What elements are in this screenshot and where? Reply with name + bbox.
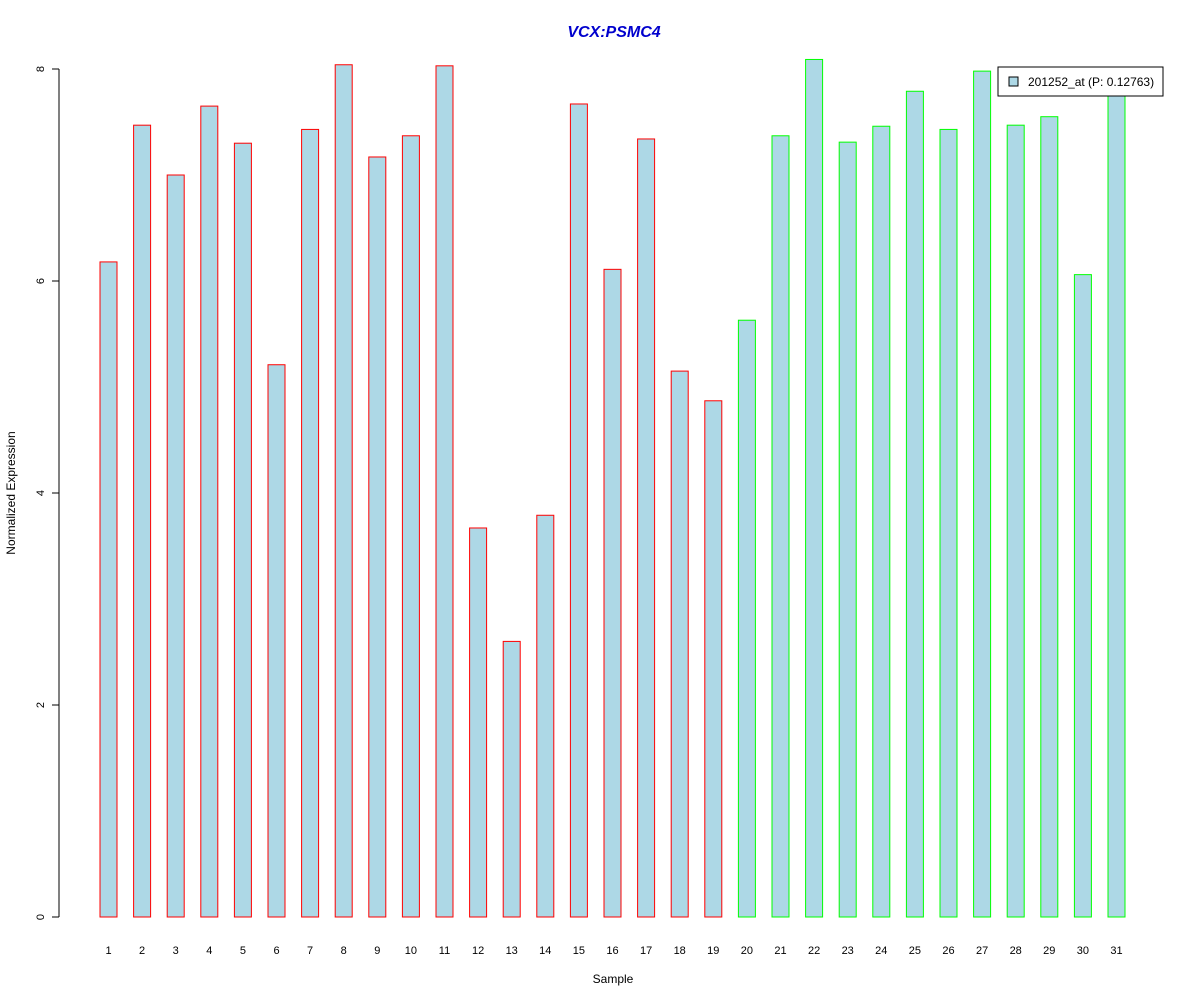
x-tick-label: 1 <box>105 945 111 957</box>
x-tick-label: 13 <box>506 945 518 957</box>
legend-swatch <box>1008 76 1019 87</box>
x-tick-label: 25 <box>909 945 921 957</box>
x-tick-label: 28 <box>1010 945 1022 957</box>
x-tick-label: 6 <box>273 945 279 957</box>
bar-sample-27 <box>973 70 992 918</box>
x-tick-label: 30 <box>1077 945 1089 957</box>
y-tick-label: 0 <box>35 914 47 920</box>
x-tick-label: 16 <box>606 945 618 957</box>
x-tick-label: 8 <box>341 945 347 957</box>
x-tick-label: 4 <box>206 945 212 957</box>
x-tick-label: 20 <box>741 945 753 957</box>
bar-sample-5 <box>233 142 252 918</box>
x-tick-label: 24 <box>875 945 887 957</box>
bar-sample-3 <box>166 174 185 918</box>
x-tick-label: 5 <box>240 945 246 957</box>
x-tick-label: 15 <box>573 945 585 957</box>
x-tick-label: 17 <box>640 945 652 957</box>
bar-sample-1 <box>99 261 118 918</box>
x-tick-label: 7 <box>307 945 313 957</box>
x-tick-label: 29 <box>1043 945 1055 957</box>
bar-sample-30 <box>1073 274 1092 918</box>
x-tick-label: 22 <box>808 945 820 957</box>
bar-sample-12 <box>469 527 488 918</box>
bar-sample-23 <box>838 141 857 918</box>
bar-sample-9 <box>368 156 387 918</box>
y-tick-label: 2 <box>35 702 47 708</box>
bar-sample-28 <box>1006 124 1025 918</box>
bar-sample-17 <box>637 138 656 918</box>
legend-label: 201252_at (P: 0.12763) <box>1028 75 1154 89</box>
bar-sample-14 <box>536 514 555 918</box>
bar-sample-20 <box>737 319 756 918</box>
bar-sample-10 <box>401 135 420 918</box>
bar-sample-13 <box>502 640 521 918</box>
bar-sample-16 <box>603 268 622 918</box>
y-tick-label: 4 <box>35 490 47 496</box>
bar-sample-25 <box>905 90 924 918</box>
x-tick-label: 26 <box>942 945 954 957</box>
x-tick-label: 2 <box>139 945 145 957</box>
legend-box <box>997 66 1164 97</box>
bar-sample-18 <box>670 370 689 918</box>
bar-sample-15 <box>569 103 588 918</box>
x-tick-label: 31 <box>1110 945 1122 957</box>
bar-sample-26 <box>939 128 958 918</box>
y-tick-label: 6 <box>35 278 47 284</box>
x-tick-labels: 1 2 3 4 5 6 7 8 9 10 11 12 13 14 15 16 17 18 19 20 21 22 23 24 2… <box>105 945 1122 957</box>
legend: 201252_at (P: 0.12763) <box>997 66 1164 97</box>
x-tick-label: 12 <box>472 945 484 957</box>
bars-group <box>99 58 1126 918</box>
x-tick-label: 10 <box>405 945 417 957</box>
bar-sample-19 <box>704 400 723 918</box>
x-tick-label: 3 <box>173 945 179 957</box>
bar-sample-6 <box>267 364 286 918</box>
bar-sample-29 <box>1040 116 1059 918</box>
bar-sample-24 <box>872 125 891 918</box>
bar-sample-4 <box>200 105 219 918</box>
bar-sample-7 <box>301 128 320 918</box>
y-axis: 0 2 4 6 8 <box>35 66 60 920</box>
x-tick-label: 21 <box>774 945 786 957</box>
x-tick-label: 14 <box>539 945 551 957</box>
bar-sample-2 <box>133 124 152 918</box>
bar-sample-31 <box>1107 93 1126 918</box>
x-tick-label: 18 <box>674 945 686 957</box>
y-tick-label: 8 <box>35 66 47 72</box>
bar-sample-21 <box>771 135 790 918</box>
chart-title: VCX:PSMC4 <box>567 24 660 41</box>
y-axis-label: Normalized Expression <box>4 431 18 554</box>
x-axis-label: Sample <box>593 972 634 986</box>
x-tick-label: 11 <box>439 945 450 957</box>
x-tick-label: 19 <box>707 945 719 957</box>
x-tick-label: 9 <box>374 945 380 957</box>
x-tick-label: 23 <box>842 945 854 957</box>
bar-sample-8 <box>334 64 353 918</box>
bar-sample-22 <box>805 58 824 918</box>
bar-sample-11 <box>435 65 454 918</box>
x-tick-label: 27 <box>976 945 988 957</box>
